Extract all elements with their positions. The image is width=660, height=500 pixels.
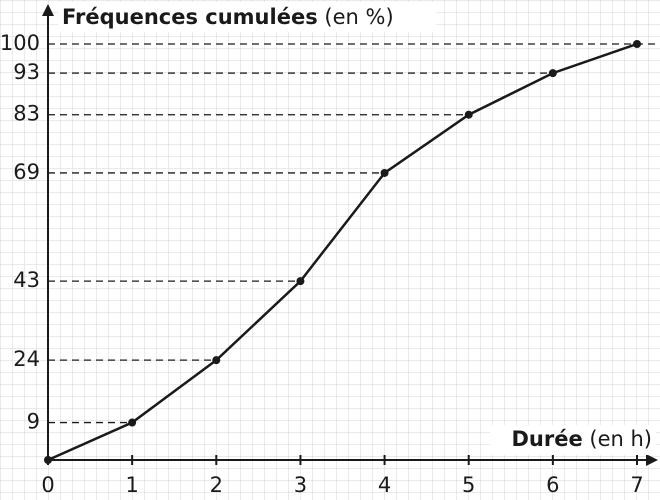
x-tick-label: 6: [546, 473, 559, 497]
y-tick-label: 43: [13, 268, 40, 292]
y-tick-label: 24: [13, 347, 40, 371]
data-point: [44, 456, 52, 464]
data-point: [380, 168, 389, 177]
x-label-bg: [490, 425, 656, 455]
x-tick-label: 2: [210, 473, 223, 497]
y-label-main: Fréquences cumulées: [62, 5, 318, 29]
y-tick-label: 100: [0, 31, 40, 55]
x-tick-label: 4: [378, 473, 391, 497]
data-point: [212, 356, 221, 365]
y-axis-arrow: [42, 4, 54, 16]
y-tick-label: 83: [13, 102, 40, 126]
data-point: [296, 277, 305, 286]
data-point: [548, 69, 557, 78]
y-tick-label: 9: [27, 410, 40, 434]
data-line: [47, 42, 638, 462]
x-tick-label: 3: [294, 473, 307, 497]
x-tick-label: 5: [462, 473, 475, 497]
data-point: [633, 40, 641, 48]
x-tick-label: 0: [41, 473, 54, 497]
y-tick-label: 93: [13, 60, 40, 84]
x-tick-label: 7: [630, 473, 643, 497]
x-label-main: Durée: [511, 427, 582, 451]
y-label-bg: [58, 2, 436, 32]
y-label-unit: (en %): [324, 5, 393, 29]
x-label-unit: (en h): [589, 427, 652, 451]
x-axis-label: Durée (en h): [511, 427, 652, 451]
x-axis-arrow: [646, 454, 658, 466]
y-axis-label: Fréquences cumulées (en %): [62, 5, 394, 29]
y-tick-label: 69: [13, 160, 40, 184]
data-point: [464, 110, 473, 119]
data-point: [128, 418, 137, 427]
x-tick-label: 1: [125, 473, 138, 497]
